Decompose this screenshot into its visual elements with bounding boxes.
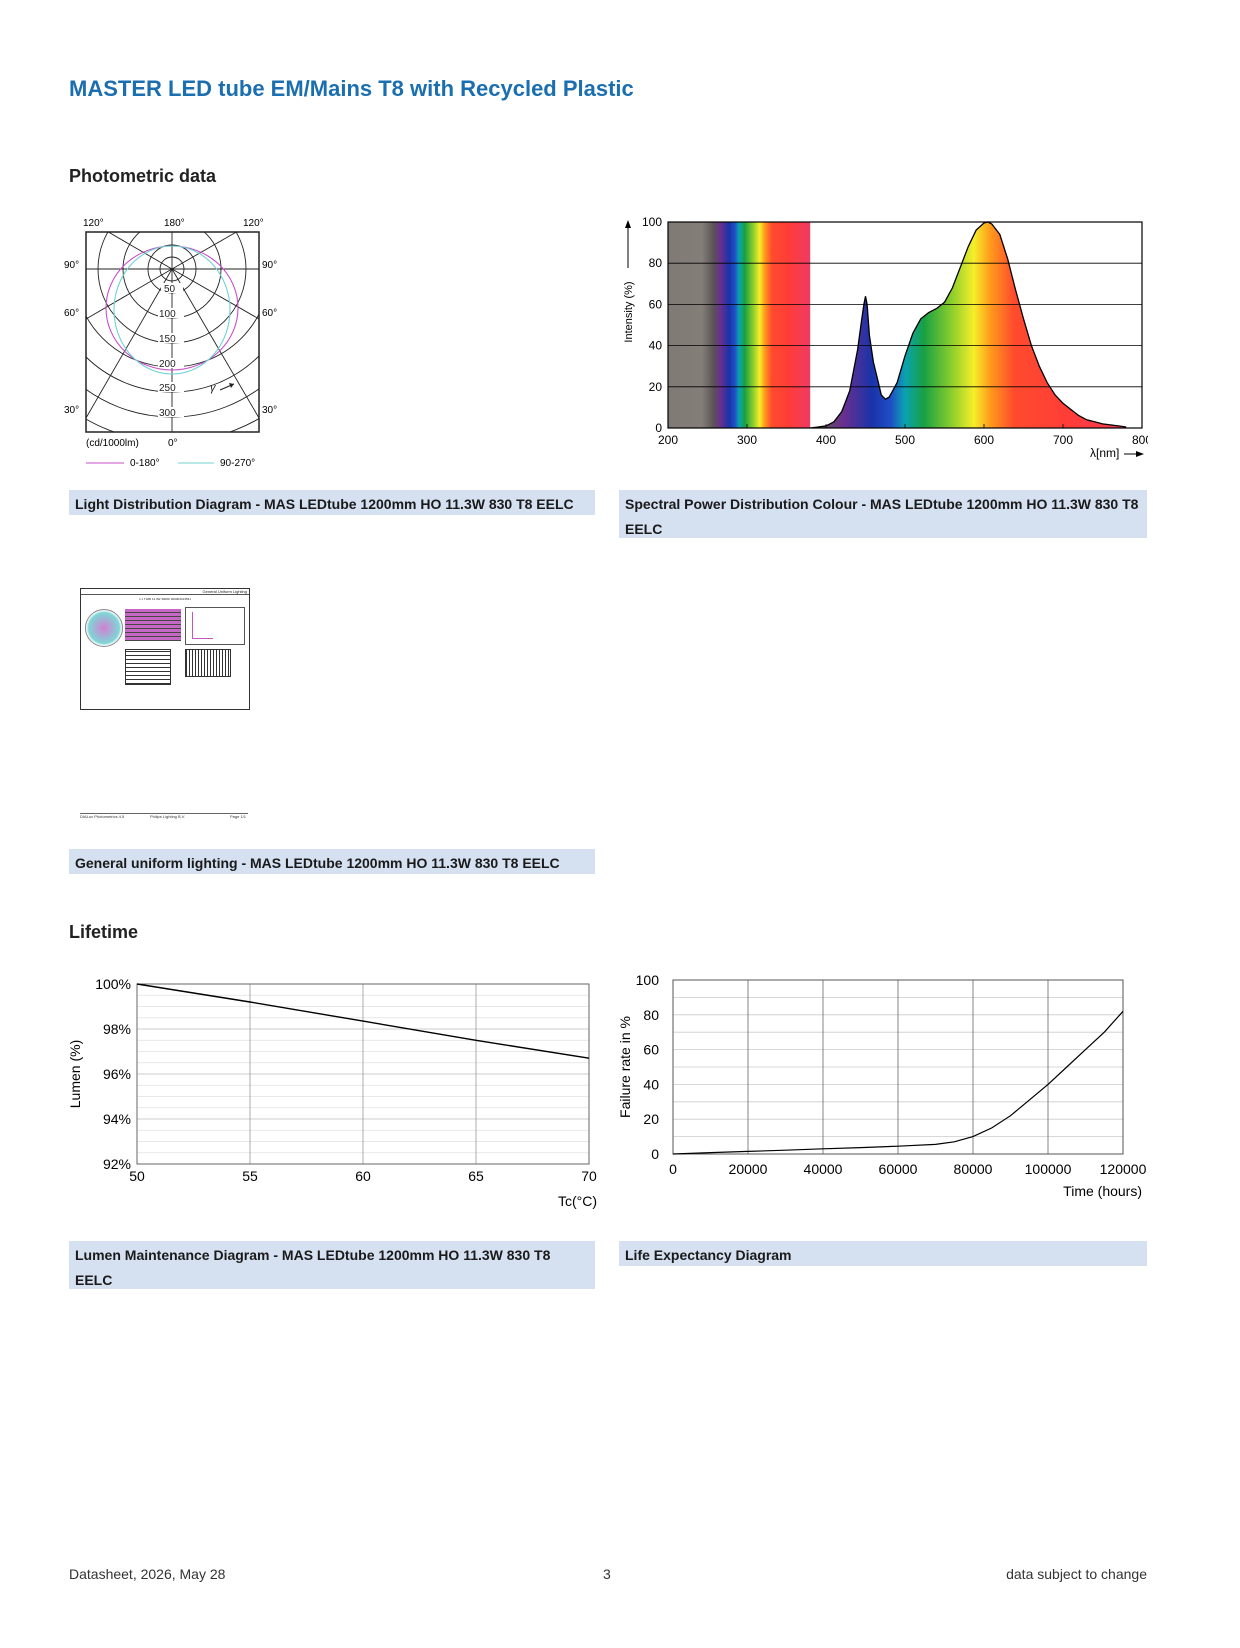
polar-left-90-label: 90° [64,260,79,271]
spectral-y-tick-label: 20 [649,380,663,394]
caption-life-expectancy: Life Expectancy Diagram [619,1241,1147,1266]
lumen-x-tick-label: 65 [468,1168,484,1184]
life-series-line [672,1010,1124,1155]
radial-label-300: 300 [159,408,176,419]
life-y-tick-label: 80 [643,1007,659,1023]
gamma-label: γ [210,382,217,394]
spectral-y-tick-label: 100 [642,215,662,229]
life-y-tick-label: 0 [651,1146,659,1162]
thumbnail-isoline [185,607,245,645]
footer-right: data subject to change [1006,1566,1147,1582]
lumen-y-tick-label: 92% [103,1156,131,1172]
polar-unit-label: (cd/1000lm) [86,438,139,449]
spectral-x-tick-label: 400 [816,433,836,447]
thumbnail-table-left [125,649,171,685]
polar-right-90-label: 90° [262,260,277,271]
footer-page-number: 3 [603,1566,611,1582]
life-y-tick-label: 20 [643,1111,659,1127]
lumen-y-tick-label: 100% [95,976,131,992]
spectral-chart: 200 300 400 500 600 700 800 0 20 40 60 80 100 Intens… [623,215,1148,460]
life-frame [672,979,1124,1155]
footer-left: Datasheet, 2026, May 28 [69,1566,226,1582]
life-x-tick-label: 0 [669,1161,677,1177]
radial-label-100: 100 [159,309,176,320]
polar-bottom-label: 0° [168,438,178,449]
lumen-x-axis-label: Tc(°C) [558,1193,597,1209]
lumen-y-tick-label: 98% [103,1021,131,1037]
legend-label-90-270: 90-270° [220,458,255,469]
polar-curve-90-270 [113,245,231,375]
caption-light-distribution: Light Distribution Diagram - MAS LEDtube… [69,490,595,515]
spectral-y-tick-label: 40 [649,339,663,353]
thumbnail-footer-mid: Philips Lighting B.V. [150,814,186,819]
lifetime-section-title: Lifetime [69,922,139,942]
life-x-tick-label: 40000 [804,1161,843,1177]
spectral-uv-region [668,222,811,428]
lumen-frame [136,983,590,1165]
lumen-maintenance-chart: 50 55 60 65 70 92% 94% 96% 98% 100% Lumen (%) Tc(… [67,976,597,1209]
spectral-y-axis-label: Intensity (%) [623,281,635,342]
spectral-y-tick-label: 80 [649,256,663,270]
uniform-lighting-thumbnail: General Uniform Lighting 1 x TL8D 11.3W … [80,588,250,710]
thumbnail-footer: DIALux Photometrics 4.5 Philips Lighting… [80,813,248,819]
spectral-y-tick-label: 0 [655,421,662,435]
radial-label-150: 150 [159,334,176,345]
life-x-axis-label: Time (hours) [1063,1183,1142,1199]
thumbnail-polar [85,609,123,647]
spectral-x-tick-label: 800 [1132,433,1148,447]
life-x-tick-label: 80000 [954,1161,993,1177]
life-y-tick-label: 40 [643,1076,659,1092]
caption-spectral: Spectral Power Distribution Colour - MAS… [619,490,1147,538]
polar-top-left-label: 120° [83,218,104,229]
spectral-x-tick-label: 200 [658,433,678,447]
life-y-tick-label: 60 [643,1042,659,1058]
caption-lumen-maintenance: Lumen Maintenance Diagram - MAS LEDtube … [69,1241,595,1289]
life-x-tick-label: 20000 [729,1161,768,1177]
polar-left-60-label: 60° [64,308,79,319]
spectral-y-tick-label: 60 [649,297,663,311]
thumbnail-footer-right: Page 1/1 [229,814,246,819]
lumen-x-tick-label: 60 [355,1168,371,1184]
polar-frame [85,231,260,433]
life-y-axis-label: Failure rate in % [618,1016,633,1118]
lumen-series-line [136,983,590,1059]
caption-uniform-lighting: General uniform lighting - MAS LEDtube 1… [69,849,595,874]
thumbnail-table-magenta [125,609,181,641]
document-title: MASTER LED tube EM/Mains T8 with Recycle… [69,76,634,101]
polar-right-30-label: 30° [262,405,277,416]
thumbnail-footer-left: DIALux Photometrics 4.5 [80,814,125,819]
radial-label-50: 50 [164,284,176,295]
polar-left-30-label: 30° [64,405,79,416]
spectral-x-tick-label: 700 [1053,433,1073,447]
life-expectancy-chart: 0 20000 40000 60000 80000 100000 120000 0 20 40 60… [618,972,1147,1199]
lumen-x-tick-label: 50 [129,1168,145,1184]
spectral-x-axis-label: λ[nm] [1090,446,1119,460]
thumbnail-subtitle: 1 x TL8D 11.3W 3000K 929003413531 [139,597,191,601]
lumen-x-tick-label: 70 [581,1168,597,1184]
lumen-y-tick-label: 94% [103,1111,131,1127]
lumen-y-tick-label: 96% [103,1066,131,1082]
polar-top-center-label: 180° [164,218,185,229]
photometric-section-title: Photometric data [69,166,217,186]
lumen-x-tick-label: 55 [242,1168,258,1184]
life-y-tick-label: 100 [636,972,660,988]
polar-top-right-label: 120° [243,218,264,229]
thumbnail-table-right [185,649,231,677]
spectral-curve [810,221,1127,429]
life-x-tick-label: 100000 [1025,1161,1072,1177]
light-distribution-diagram: 120° 180° 120° 50 100 150 200 250 [64,218,277,469]
life-x-tick-label: 60000 [879,1161,918,1177]
spectral-x-tick-label: 300 [737,433,757,447]
spectral-x-tick-label: 600 [974,433,994,447]
legend-label-0-180: 0-180° [130,458,160,469]
polar-right-60-label: 60° [262,308,277,319]
thumbnail-header: General Uniform Lighting [81,589,249,595]
life-x-tick-label: 120000 [1100,1161,1147,1177]
radial-label-200: 200 [159,359,176,370]
radial-label-250: 250 [159,383,176,394]
spectral-x-tick-label: 500 [895,433,915,447]
lumen-y-axis-label: Lumen (%) [67,1040,83,1108]
